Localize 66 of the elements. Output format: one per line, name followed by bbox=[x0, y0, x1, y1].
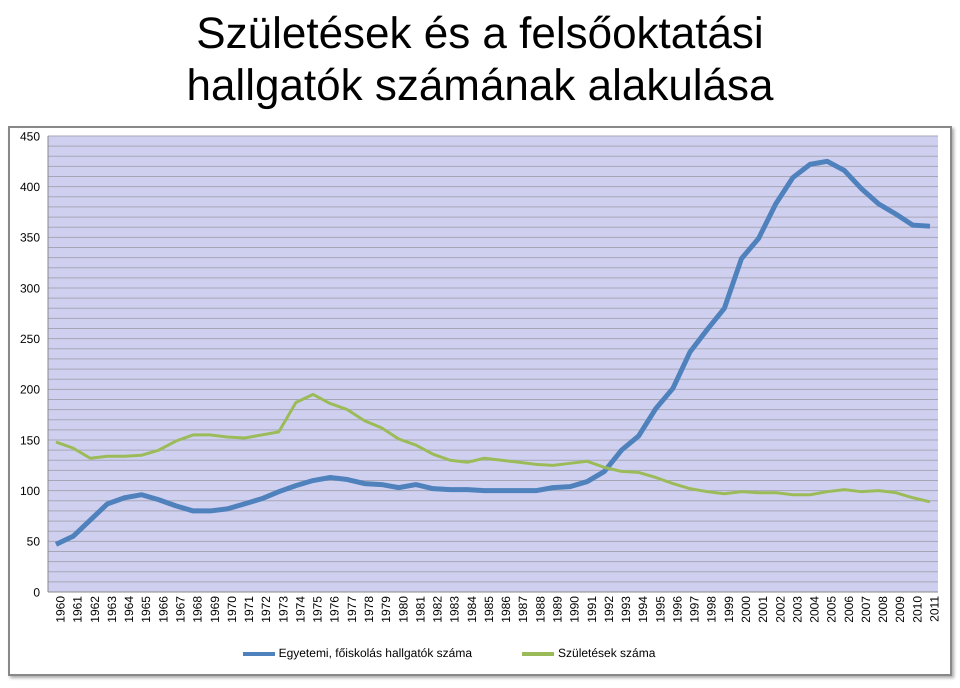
x-tick-label: 1989 bbox=[550, 596, 564, 623]
x-tick-label: 1983 bbox=[448, 596, 462, 623]
x-tick-label: 2004 bbox=[808, 596, 822, 623]
line-series bbox=[54, 392, 932, 504]
x-tick-label: 1967 bbox=[173, 596, 188, 623]
x-tick-label: 1973 bbox=[276, 596, 290, 623]
x-tick-label: 1970 bbox=[224, 596, 239, 623]
y-tick-label: 400 bbox=[20, 180, 40, 194]
x-tick-label: 1997 bbox=[688, 596, 702, 623]
x-tick-label: 2010 bbox=[910, 596, 924, 623]
y-tick-label: 300 bbox=[20, 281, 40, 296]
x-tick-label: 1981 bbox=[413, 596, 428, 623]
x-tick-label: 1992 bbox=[602, 596, 616, 623]
x-tick-label: 1961 bbox=[70, 596, 85, 623]
x-tick-label: 2006 bbox=[842, 596, 856, 623]
y-tick-label: 350 bbox=[20, 230, 40, 245]
x-tick-label: 2005 bbox=[824, 596, 839, 623]
x-tick-label: 2007 bbox=[858, 596, 873, 623]
x-tick-label: 1965 bbox=[139, 596, 154, 623]
x-tick-label: 1960 bbox=[54, 596, 68, 623]
x-tick-label: 1978 bbox=[362, 596, 376, 623]
x-tick-label: 1999 bbox=[722, 596, 736, 623]
x-tick-label: 2009 bbox=[893, 596, 908, 623]
x-tick-label: 1986 bbox=[499, 596, 514, 623]
x-tick-label: 1988 bbox=[533, 596, 548, 623]
y-tick-label: 200 bbox=[20, 382, 40, 397]
x-tick-label: 2008 bbox=[876, 596, 890, 623]
x-tick-label: 1979 bbox=[379, 596, 394, 623]
x-tick-label: 1990 bbox=[568, 596, 582, 623]
x-tick-label: 1972 bbox=[259, 596, 274, 623]
x-tick-label: 1984 bbox=[464, 596, 479, 623]
x-tick-label: 1969 bbox=[208, 596, 222, 623]
x-tick-label: 1963 bbox=[104, 596, 119, 623]
x-tick-label: 1998 bbox=[704, 596, 719, 623]
x-tick-label: 1987 bbox=[516, 596, 530, 623]
x-tick-label: 1982 bbox=[430, 596, 445, 623]
x-tick-label: 1985 bbox=[482, 596, 496, 623]
x-tick-label: 1995 bbox=[653, 596, 668, 623]
y-tick-label: 0 bbox=[33, 585, 40, 600]
legend-label: Egyetemi, főiskolás hallgatók száma bbox=[278, 646, 472, 660]
x-tick-label: 1980 bbox=[396, 596, 410, 623]
x-tick-label: 1968 bbox=[190, 596, 205, 623]
x-tick-label: 1962 bbox=[88, 596, 102, 623]
x-tick-label: 1971 bbox=[242, 596, 256, 623]
x-tick-label: 2011 bbox=[928, 596, 942, 622]
y-tick-label: 50 bbox=[26, 534, 40, 549]
chart-title: Születések és a felsőoktatási hallgatók számának alakulása bbox=[185, 8, 775, 112]
y-tick-label: 450 bbox=[20, 129, 40, 144]
x-tick-label: 2003 bbox=[790, 596, 804, 623]
x-tick-label: 2000 bbox=[739, 596, 754, 623]
x-tick-label: 1976 bbox=[328, 596, 342, 623]
x-tick-label: 1974 bbox=[293, 596, 308, 623]
y-tick-label: 250 bbox=[20, 332, 40, 346]
x-tick-label: 1964 bbox=[122, 596, 136, 623]
x-tick-label: 1993 bbox=[619, 596, 634, 623]
x-tick-label: 2002 bbox=[773, 596, 788, 623]
x-tick-label: 1975 bbox=[310, 596, 325, 623]
x-tick-label: 1994 bbox=[636, 596, 650, 623]
x-tick-label: 1991 bbox=[584, 596, 599, 623]
x-tick-label: 2001 bbox=[756, 596, 770, 623]
y-tick-label: 100 bbox=[20, 484, 40, 498]
legend-label: Születések száma bbox=[558, 646, 656, 660]
x-tick-label: 1977 bbox=[344, 596, 359, 623]
x-tick-label: 1966 bbox=[156, 596, 170, 623]
x-tick-label: 1996 bbox=[670, 596, 684, 623]
y-tick-label: 150 bbox=[20, 433, 40, 448]
